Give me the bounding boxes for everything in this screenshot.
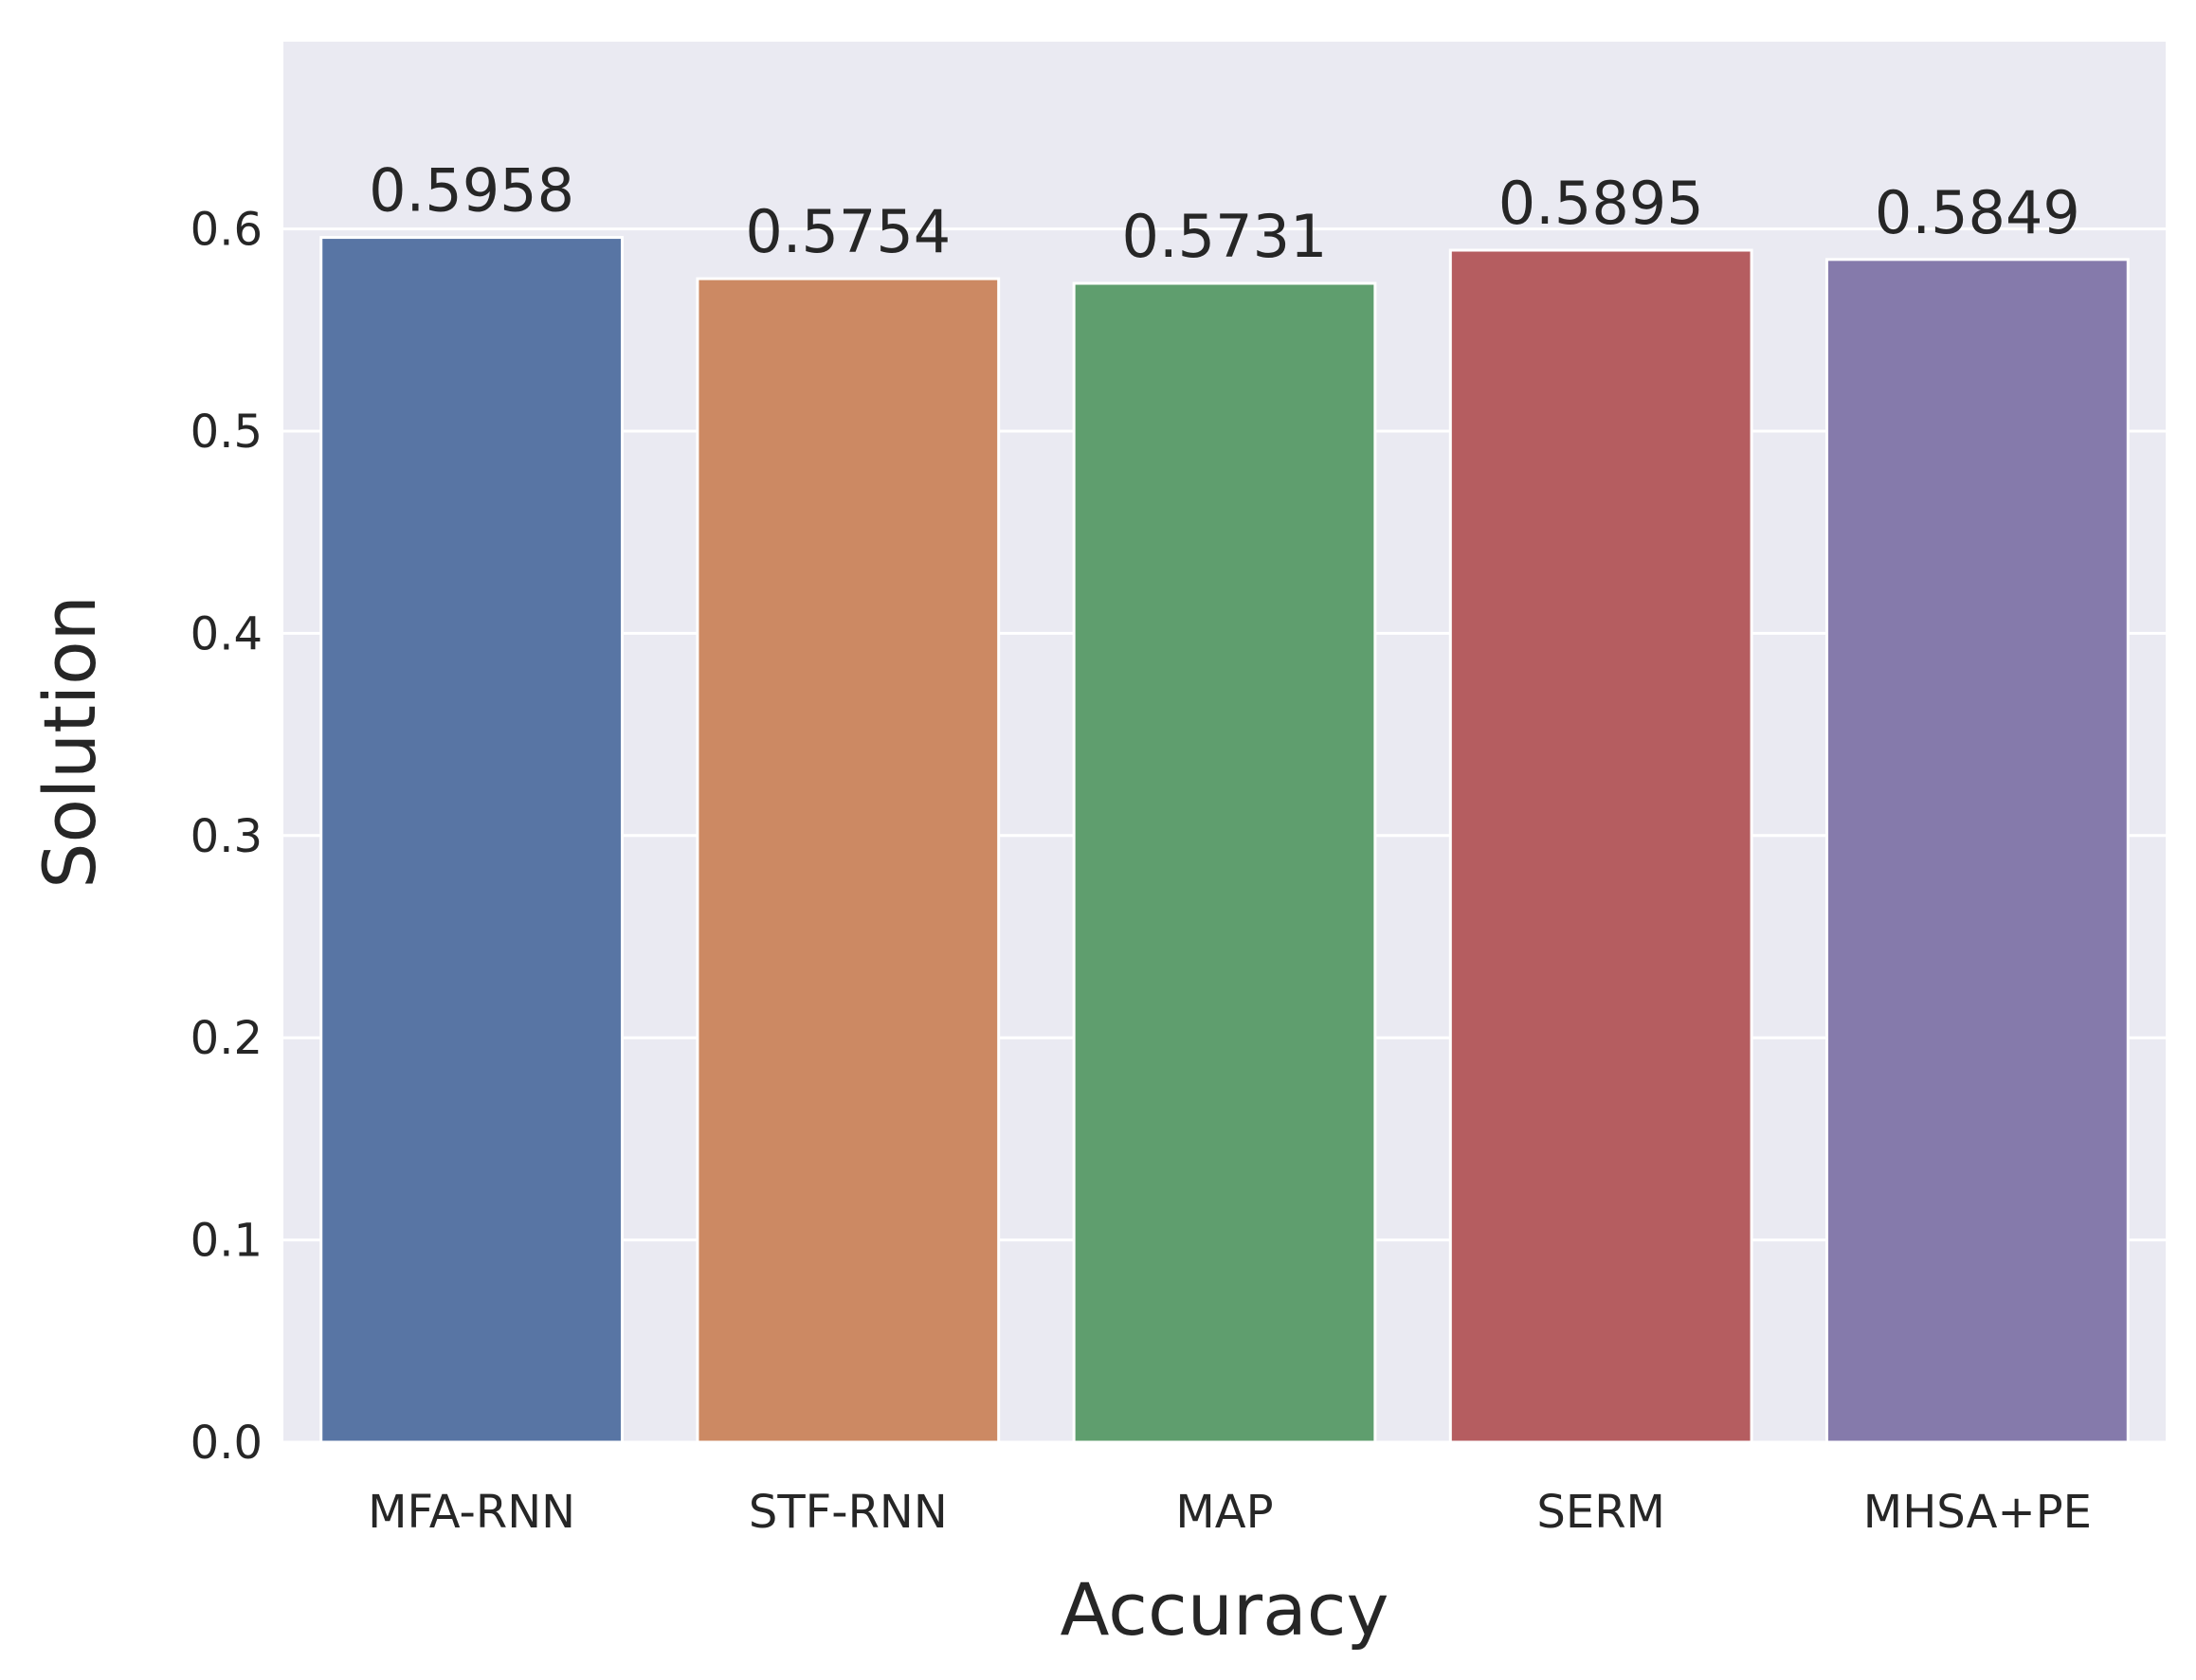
y-tick-label: 0.3 (191, 810, 263, 863)
data-labels: 0.5958 0.5754 0.5731 0.5895 0.5849 (369, 156, 2080, 271)
x-tick-label: SERM (1536, 1486, 1665, 1539)
y-tick-labels: 0.0 0.1 0.2 0.3 0.4 0.5 0.6 (191, 204, 263, 1470)
y-tick-label: 0.0 (191, 1417, 263, 1470)
bar (1825, 258, 2130, 1444)
y-tick-label: 0.2 (191, 1012, 263, 1065)
y-axis-label: Solution (27, 595, 112, 889)
bar-value-label: 0.5731 (1122, 202, 1328, 271)
x-tick-label: MHSA+PE (1863, 1486, 2092, 1539)
bars (319, 236, 2130, 1444)
x-tick-labels: MFA-RNN STF-RNN MAP SERM MHSA+PE (368, 1486, 2092, 1539)
bar (1072, 281, 1377, 1444)
y-tick-label: 0.4 (191, 607, 263, 660)
y-tick-label: 0.1 (191, 1215, 263, 1268)
x-axis-label: Accuracy (1061, 1567, 1389, 1652)
y-tick-label: 0.5 (191, 406, 263, 459)
bar (319, 236, 624, 1444)
bar-value-label: 0.5849 (1875, 178, 2080, 247)
x-tick-label: MFA-RNN (368, 1486, 575, 1539)
bar-value-label: 0.5958 (369, 156, 574, 226)
bar (1448, 248, 1753, 1444)
bar-value-label: 0.5895 (1498, 169, 1704, 238)
x-tick-label: STF-RNN (749, 1486, 948, 1539)
bar (696, 277, 1001, 1444)
x-tick-label: MAP (1175, 1486, 1273, 1539)
y-tick-label: 0.6 (191, 204, 263, 257)
bar-value-label: 0.5754 (745, 197, 951, 266)
